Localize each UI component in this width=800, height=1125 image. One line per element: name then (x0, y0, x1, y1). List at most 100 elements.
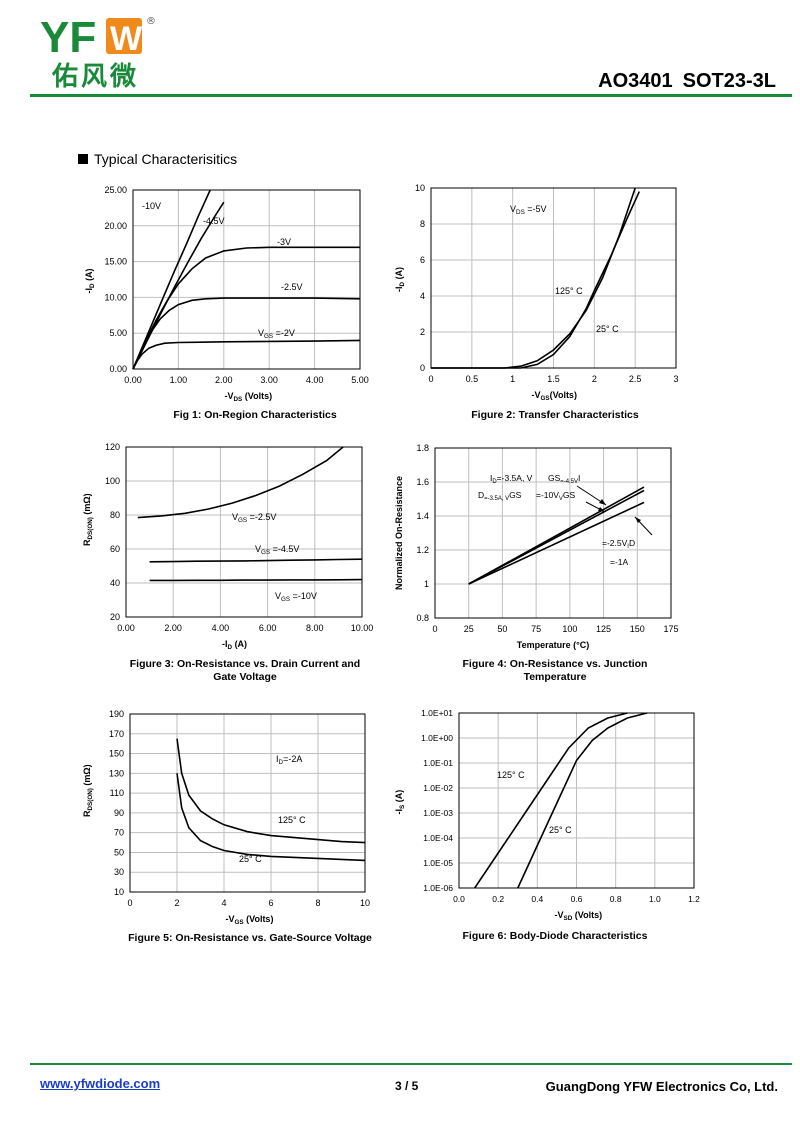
fig2-xtick-label: 0.5 (466, 374, 479, 384)
fig6-xtick-label: 0.4 (531, 894, 543, 904)
fig1-xlabel: -VDS (Volts) (225, 391, 273, 403)
fig3-ytick-label: 40 (110, 578, 120, 588)
fig6-xtick-label: 0.8 (610, 894, 622, 904)
fig6-caption: Figure 6: Body-Diode Characteristics (462, 930, 648, 942)
fig4-xtick-label: 125 (596, 624, 611, 634)
fig2-label-vds: VDS =-5V (510, 204, 547, 216)
fig5-xtick-label: 10 (360, 898, 370, 908)
fig5-label-125c: 125° C (278, 815, 306, 825)
registered-mark: ® (146, 16, 156, 27)
fig6-xtick-label: 0.6 (571, 894, 583, 904)
fig4-xtick-label: 75 (531, 624, 541, 634)
fig1-ytick-label: 15.00 (104, 257, 127, 267)
package-name: SOT23-3L (682, 70, 776, 92)
fig6-label-25c: 25° C (549, 825, 572, 835)
fig4-xtick-label: 50 (497, 624, 507, 634)
fig3-ytick-label: 60 (110, 544, 120, 554)
fig2-label-25c: 25° C (596, 324, 619, 334)
fig6-label-125c: 125° C (497, 770, 525, 780)
fig5-ytick-label: 150 (109, 749, 124, 759)
fig2-ytick-label: 2 (420, 327, 425, 337)
chart-fig6-body-diode: 0.0 0.2 0.4 0.6 0.8 1.0 1.2 1.0E-06 1.0E-05 1.0E-… (394, 708, 700, 922)
fig1-ytick-label: 25.00 (104, 185, 127, 195)
fig4-arrowhead-a (599, 499, 606, 505)
fig2-plot-frame (430, 187, 677, 369)
fig2-caption: Figure 2: Transfer Characteristics (471, 409, 639, 421)
fig2-series-line-1 (431, 191, 641, 369)
fig4-series-line-2 (468, 501, 645, 585)
fig4-label-id-a: ID=-3.5A, V (490, 473, 533, 485)
fig4-ytick-label: 0.8 (416, 613, 429, 623)
fig3-ytick-label: 120 (105, 442, 120, 452)
fig2-ylabel: -ID (A) (394, 267, 406, 292)
fig4-xtick-label: 25 (464, 624, 474, 634)
fig1-series-line-2 (132, 246, 360, 370)
brand-chinese: 佑风微 (52, 62, 140, 92)
fig4-ytick-label: 1.8 (416, 443, 429, 453)
fig4-ytick-label: 1.2 (416, 545, 429, 555)
fig3-ytick-label: 20 (110, 612, 120, 622)
fig5-xtick-label: 0 (127, 898, 132, 908)
fig3-series-line-1 (149, 558, 363, 563)
fig5-xtick-label: 6 (268, 898, 273, 908)
fig1-xtick-label: 5.00 (351, 375, 369, 385)
fig3-xtick-label: 8.00 (306, 623, 324, 633)
fig3-series-line-2 (149, 578, 363, 582)
fig2-xlabel: -VGS(Volts) (532, 390, 577, 402)
fig3-ytick-label: 100 (105, 476, 120, 486)
yfw-logo: YF W ® (40, 13, 156, 62)
fig5-ytick-label: 30 (114, 867, 124, 877)
fig2-xtick-label: 3 (673, 374, 678, 384)
fig5-ytick-label: 70 (114, 828, 124, 838)
fig4-ylabel: Normalized On-Resistance (394, 476, 404, 590)
website-link[interactable]: www.yfwdiode.com (40, 1076, 161, 1091)
section-title: Typical Characterisitics (78, 151, 237, 167)
fig6-ytick-label: 1.0E-01 (423, 758, 453, 768)
fig6-ytick-label: 1.0E-03 (423, 808, 453, 818)
bullet-square-icon (78, 154, 88, 164)
logo-yf: YF (40, 13, 96, 62)
section-title-text: Typical Characterisitics (94, 151, 238, 167)
fig2-xtick-label: 2.5 (629, 374, 642, 384)
chart-fig4-rds-vs-temp: 0 25 50 75 100 125 150 175 0.8 1 1.2 1.4 1.6 1.8 Tempe… (394, 443, 679, 650)
fig6-plot-frame (458, 712, 695, 889)
chart-fig2-transfer: 0 0.5 1 1.5 2 2.5 3 0 2 4 6 8 10 -VGS(Volts) -ID (A) VD… (394, 183, 679, 402)
fig3-caption-line1: Figure 3: On-Resistance vs. Drain Curren… (129, 658, 361, 670)
fig6-xtick-label: 0.2 (492, 894, 504, 904)
fig3-label-vgs-10v: VGS =-10V (275, 591, 317, 603)
fig1-label-10v: -10V (142, 201, 161, 211)
fig6-ytick-label: 1.0E+01 (421, 708, 453, 718)
fig1-ytick-label: 20.00 (104, 221, 127, 231)
fig1-ytick-label: 0.00 (109, 364, 127, 374)
fig3-caption-line2: Gate Voltage (213, 671, 277, 683)
fig3-ytick-label: 80 (110, 510, 120, 520)
fig3-xtick-label: 2.00 (164, 623, 182, 633)
fig6-ytick-label: 1.0E-04 (423, 833, 453, 843)
fig6-xtick-label: 1.2 (688, 894, 700, 904)
fig5-ylabel: RDS(ON) (mΩ) (82, 764, 94, 817)
fig4-ytick-label: 1.6 (416, 477, 429, 487)
fig1-xtick-label: 3.00 (260, 375, 278, 385)
fig1-label-4p5v: -4.5V (203, 216, 225, 226)
fig2-label-125c: 125° C (555, 286, 583, 296)
fig3-ylabel: RDS(ON) (mΩ) (82, 493, 94, 546)
chart-fig3-rds-vs-id: 0.00 2.00 4.00 6.00 8.00 10.00 20 40 60 80 100 120 -… (82, 442, 373, 651)
logo-w: W (110, 20, 143, 58)
fig3-xtick-label: 0.00 (117, 623, 135, 633)
fig2-ytick-label: 10 (415, 183, 425, 193)
fig5-caption: Figure 5: On-Resistance vs. Gate-Source … (128, 932, 372, 944)
fig2-ytick-label: 0 (420, 363, 425, 373)
fig4-plot-frame (434, 447, 672, 619)
fig6-ytick-label: 1.0E-06 (423, 883, 453, 893)
fig5-series-line-0 (176, 738, 366, 844)
logo-w-box (106, 18, 142, 54)
fig4-label-vgs-2p5v: =-2.5VID (602, 538, 635, 550)
fig4-caption-line2: Temperature (523, 671, 587, 683)
fig5-ytick-label: 50 (114, 847, 124, 857)
fig3-xlabel: -ID (A) (222, 639, 247, 651)
fig4-label-vgs-4p5v: GS=-4.5VI (548, 473, 580, 485)
fig4-xlabel: Temperature (°C) (517, 640, 589, 650)
fig4-xtick-label: 0 (432, 624, 437, 634)
fig5-xtick-label: 8 (315, 898, 320, 908)
fig6-series-line-0 (474, 712, 628, 889)
